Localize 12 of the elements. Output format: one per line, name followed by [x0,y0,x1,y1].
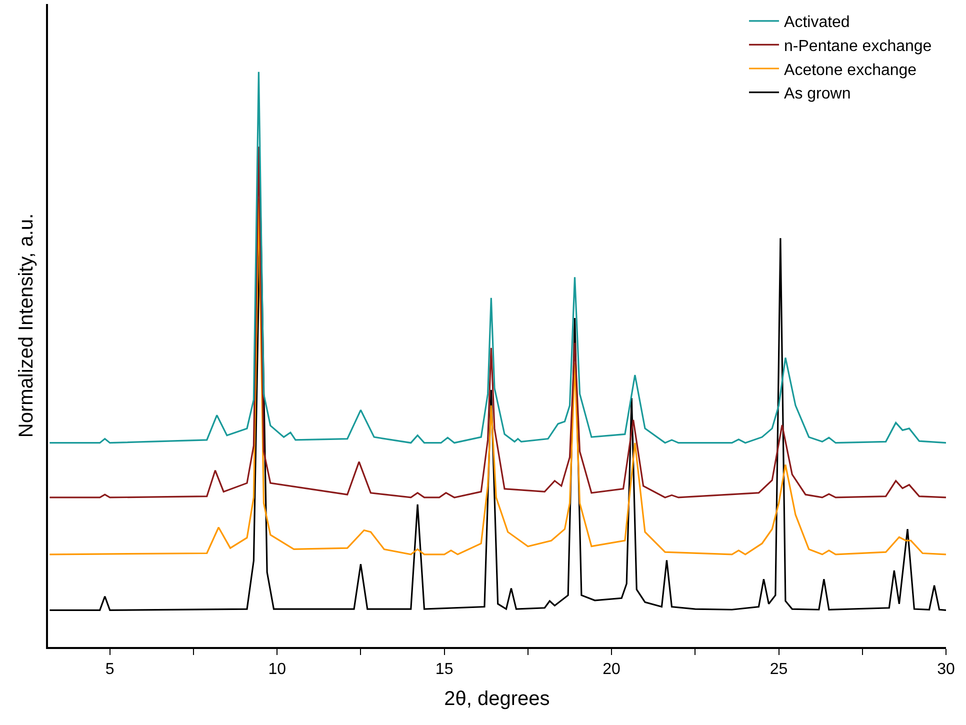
x-tick-label: 30 [937,660,955,678]
x-tick-label: 25 [770,660,788,678]
y-axis-title: Normalized Intensity, a.u. [15,213,38,438]
legend-label: Acetone exchange [784,62,917,79]
x-axis-title: 2θ, degrees [444,688,550,710]
legend-label: As grown [784,86,851,103]
x-tick-label: 5 [105,660,114,678]
legend-label: Activated [784,14,850,32]
x-tick-label: 20 [602,660,621,678]
x-tick-label: 10 [268,660,286,678]
legend-label: n-Pentane exchange [784,38,932,55]
x-tick-label: 15 [435,660,454,678]
